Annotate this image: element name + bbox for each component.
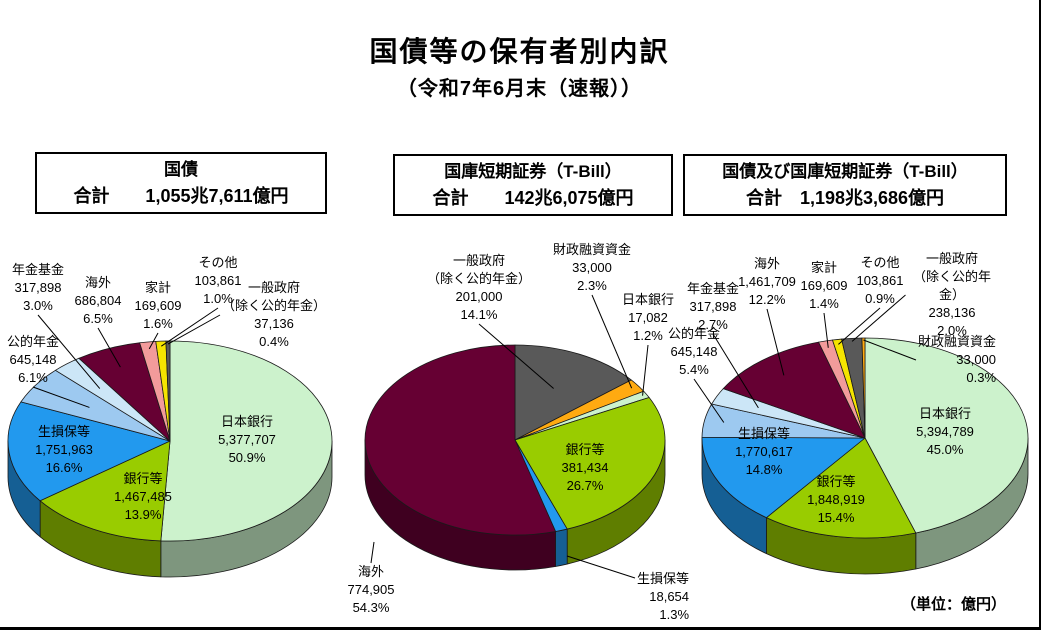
chart-1-leader-8	[161, 307, 219, 347]
chart-3-leader-4	[693, 378, 725, 423]
chart-1-slice-3	[7, 401, 171, 502]
chart-3-leader-5	[712, 333, 759, 409]
chart-1-slice-2	[39, 440, 171, 542]
chart-2-slice-side-5	[555, 528, 568, 567]
chart-3-leader-9	[851, 294, 906, 342]
header-box-tbill: 国庫短期証券（T-Bill） 合計 142兆6,075億円	[393, 154, 673, 216]
chart-3-leader-6	[766, 308, 785, 376]
header-box-jgb: 国債 合計 1,055兆7,611億円	[35, 152, 327, 214]
chart-3-leader-10	[863, 339, 917, 361]
chart-2-leader-5	[566, 555, 636, 579]
chart-1-leader-6	[97, 327, 121, 368]
chart-3-slice-3	[701, 436, 866, 519]
chart-1-leader-5	[37, 314, 101, 389]
chart-2-leader-1	[478, 323, 554, 389]
header-box-tbill-total: 合計 142兆6,075億円	[432, 188, 634, 208]
chart-1-leader-9	[167, 314, 221, 345]
chart-3-slice-1	[864, 337, 1029, 534]
unit-note: （単位：億円）	[900, 596, 1006, 613]
header-box-combined: 国債及び国庫短期証券（T-Bill） 合計 1,198兆3,686億円	[683, 154, 1007, 216]
chart-2-leader-3	[642, 344, 649, 396]
chart-1-slice-1	[160, 340, 333, 542]
chart-2-leader-6	[370, 541, 375, 564]
chart-2-leader-2	[591, 294, 633, 389]
chart-3-leader-8	[838, 307, 881, 345]
chart-1-leader-7	[148, 332, 159, 350]
chart-3-leader-7	[823, 312, 829, 348]
chart-2-slice-6	[364, 344, 556, 536]
header-box-tbill-title: 国庫短期証券（T-Bill）	[444, 162, 622, 181]
chart-1-leader-4	[32, 386, 90, 408]
chart-2-slice-1	[514, 344, 632, 441]
page-title: 国債等の保有者別内訳	[369, 36, 670, 67]
chart-2-slice-4	[514, 397, 666, 530]
chart-3-slice-10	[861, 337, 866, 439]
page-subtitle: （令和7年6月末（速報））	[396, 78, 643, 100]
header-box-combined-total: 合計 1,198兆3,686億円	[745, 188, 945, 208]
header-box-jgb-total: 合計 1,055兆7,611億円	[73, 186, 289, 206]
chart-3-slice-2	[765, 437, 917, 539]
chart-1-slice-9	[165, 340, 171, 442]
chart-3-slice-6	[722, 341, 866, 439]
header-box-jgb-title: 国債	[164, 160, 198, 179]
header-box-combined-title: 国債及び国庫短期証券（T-Bill）	[722, 162, 968, 181]
